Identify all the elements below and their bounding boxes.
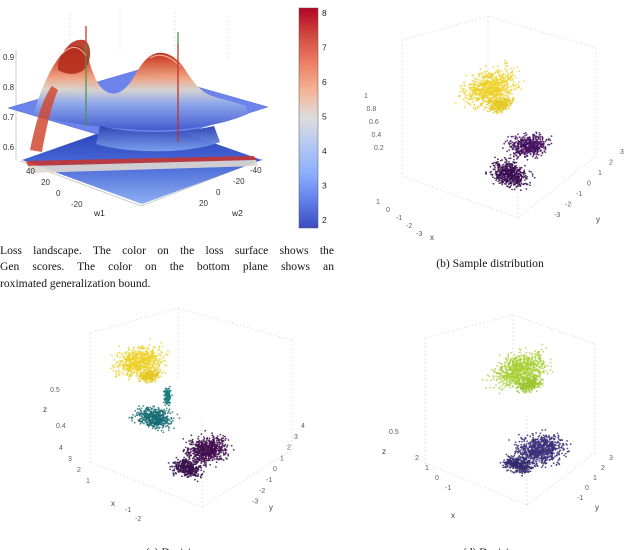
caption-a-line3: roximated generalization bound. [0,276,151,290]
w1-axis-ticks: 40 20 0 -20 [26,167,83,209]
w2-axis-ticks: -40 -20 0 20 [199,166,262,208]
svg-text:0: 0 [386,207,390,214]
svg-text:-3: -3 [252,499,258,506]
svg-text:7: 7 [322,43,327,53]
svg-text:0: 0 [587,181,591,188]
svg-text:1: 1 [364,93,368,100]
svg-text:-1: -1 [266,477,272,484]
svg-text:-20: -20 [71,200,83,209]
svg-text:-3: -3 [416,231,422,238]
caption-c: (c) Decision ... [15,545,345,550]
w1-axis-label: w1 [93,208,105,218]
svg-text:1: 1 [280,455,284,462]
vertical-spikes [85,26,179,142]
svg-text:3: 3 [322,181,327,191]
x-axis-label: x [451,511,455,520]
x-axis-label: x [111,499,115,508]
scatter-points [454,59,553,192]
svg-text:0.4: 0.4 [56,423,66,430]
svg-text:1: 1 [376,199,380,206]
x-axis-ticks: 10 -1 -2 -3 [376,199,422,238]
grid-lines [401,15,597,219]
z-axis-ticks: 0.5 0.4 [50,387,66,430]
scatter-points [481,343,572,477]
svg-text:0: 0 [216,188,221,197]
svg-text:1: 1 [86,478,90,485]
z-axis-label: z [43,405,47,414]
grid-lines [424,314,596,506]
svg-text:-2: -2 [406,223,412,230]
svg-text:8: 8 [322,8,327,18]
scatter-points [110,338,235,483]
colorbar-ticks: 8 7 6 5 4 3 2 [322,8,327,225]
svg-text:0: 0 [273,466,277,473]
svg-text:-1: -1 [125,507,131,514]
z-axis-label: z [382,447,386,456]
svg-text:20: 20 [41,178,50,187]
svg-text:4: 4 [59,445,63,452]
w2-axis-label: w2 [231,208,243,218]
svg-text:2: 2 [287,445,291,452]
svg-text:-3: -3 [554,212,560,219]
svg-text:-20: -20 [233,177,245,186]
svg-text:-1: -1 [576,191,582,198]
z-axis-ticks: 0.5 [389,429,399,436]
caption-b: (b) Sample distribution [436,257,544,270]
svg-text:4: 4 [301,423,305,430]
z-axis-ticks: 0.9 0.8 0.7 0.6 [3,53,15,152]
loss-landscape-plot: 0.9 0.8 0.7 0.6 40 20 0 -20 -40 -20 0 20 w1 w2 8 7… [3,7,327,229]
svg-text:-40: -40 [250,166,262,175]
svg-text:-2: -2 [135,516,141,523]
y-axis-label: y [595,503,599,512]
svg-text:0.7: 0.7 [3,113,15,122]
y-axis-label: y [596,215,600,224]
svg-text:-2: -2 [259,488,265,495]
svg-text:3: 3 [294,434,298,441]
svg-text:1: 1 [598,170,602,177]
svg-text:0.8: 0.8 [3,83,15,92]
svg-text:0.4: 0.4 [372,132,382,139]
svg-text:2: 2 [609,160,613,167]
caption-d: (d) Decision ... [355,545,640,550]
svg-text:0.2: 0.2 [374,145,384,152]
caption-a-line1: Loss landscape. The color on the loss su… [0,244,334,257]
svg-text:0.8: 0.8 [367,106,377,113]
svg-text:4: 4 [322,146,327,156]
svg-text:0.6: 0.6 [3,143,15,152]
y-axis-label: y [269,503,273,512]
svg-text:0: 0 [56,189,61,198]
loss-surface [30,39,248,152]
svg-text:20: 20 [199,199,208,208]
x-axis-label: x [430,233,434,242]
svg-text:3: 3 [68,456,72,463]
svg-text:40: 40 [26,167,35,176]
x-axis-ticks: 210-1 [415,455,451,492]
svg-text:-1: -1 [396,215,402,222]
svg-text:0.5: 0.5 [50,387,60,394]
background-gridlines [69,12,229,58]
z-axis-ticks: 1 0.8 0.6 0.4 0.2 [364,93,384,152]
svg-text:2: 2 [77,467,81,474]
svg-text:0.6: 0.6 [369,119,379,126]
caption-a: Loss landscape. The color on the loss su… [0,243,334,292]
svg-text:-2: -2 [565,202,571,209]
svg-text:2: 2 [322,215,327,225]
svg-text:6: 6 [322,77,327,87]
svg-text:3: 3 [620,149,624,156]
svg-text:0.9: 0.9 [3,53,15,62]
grid-lines [89,307,293,508]
svg-text:5: 5 [322,112,327,122]
colorbar [298,7,319,229]
caption-a-line2: Gen scores. The color on the bottom plan… [0,260,334,274]
x-axis-ticks-negative: -1 -2 [125,507,141,523]
